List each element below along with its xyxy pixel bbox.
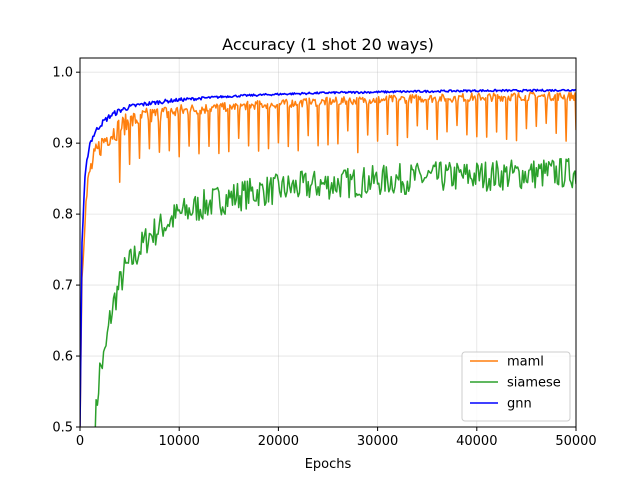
x-axis-label: Epochs: [305, 457, 352, 472]
y-tick-label: 0.5: [52, 421, 73, 436]
chart-title: Accuracy (1 shot 20 ways): [222, 35, 434, 54]
legend: maml siamese gnn: [461, 351, 571, 422]
y-tick-label: 0.8: [52, 208, 73, 223]
series-line-gnn: [80, 88, 576, 427]
series-line-maml: [80, 91, 576, 427]
series-line-siamese: [94, 157, 576, 427]
legend-label-siamese: siamese: [507, 376, 561, 391]
y-tick-label: 0.7: [52, 279, 73, 294]
y-tick-label: 1.0: [52, 66, 73, 81]
legend-label-maml: maml: [507, 355, 544, 370]
x-tick-label: 10000: [159, 434, 200, 449]
x-tick-label: 20000: [258, 434, 299, 449]
x-tick-label: 30000: [357, 434, 398, 449]
y-tick-label: 0.9: [52, 137, 73, 152]
x-tick-label: 40000: [456, 434, 497, 449]
x-tick-label: 50000: [555, 434, 596, 449]
ticks: 0 10000 20000 30000 40000 50000 0.5 0.6 0.7 0.8 0.…: [52, 66, 596, 449]
y-tick-label: 0.6: [52, 350, 73, 365]
series-layer: [80, 88, 576, 427]
plot-frame: [79, 57, 577, 428]
legend-label-gnn: gnn: [507, 397, 532, 412]
x-tick-label: 0: [76, 434, 84, 449]
